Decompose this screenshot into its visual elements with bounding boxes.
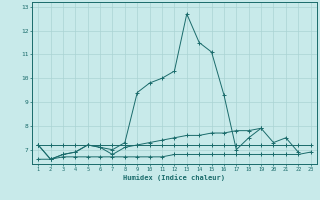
X-axis label: Humidex (Indice chaleur): Humidex (Indice chaleur) xyxy=(124,174,225,181)
